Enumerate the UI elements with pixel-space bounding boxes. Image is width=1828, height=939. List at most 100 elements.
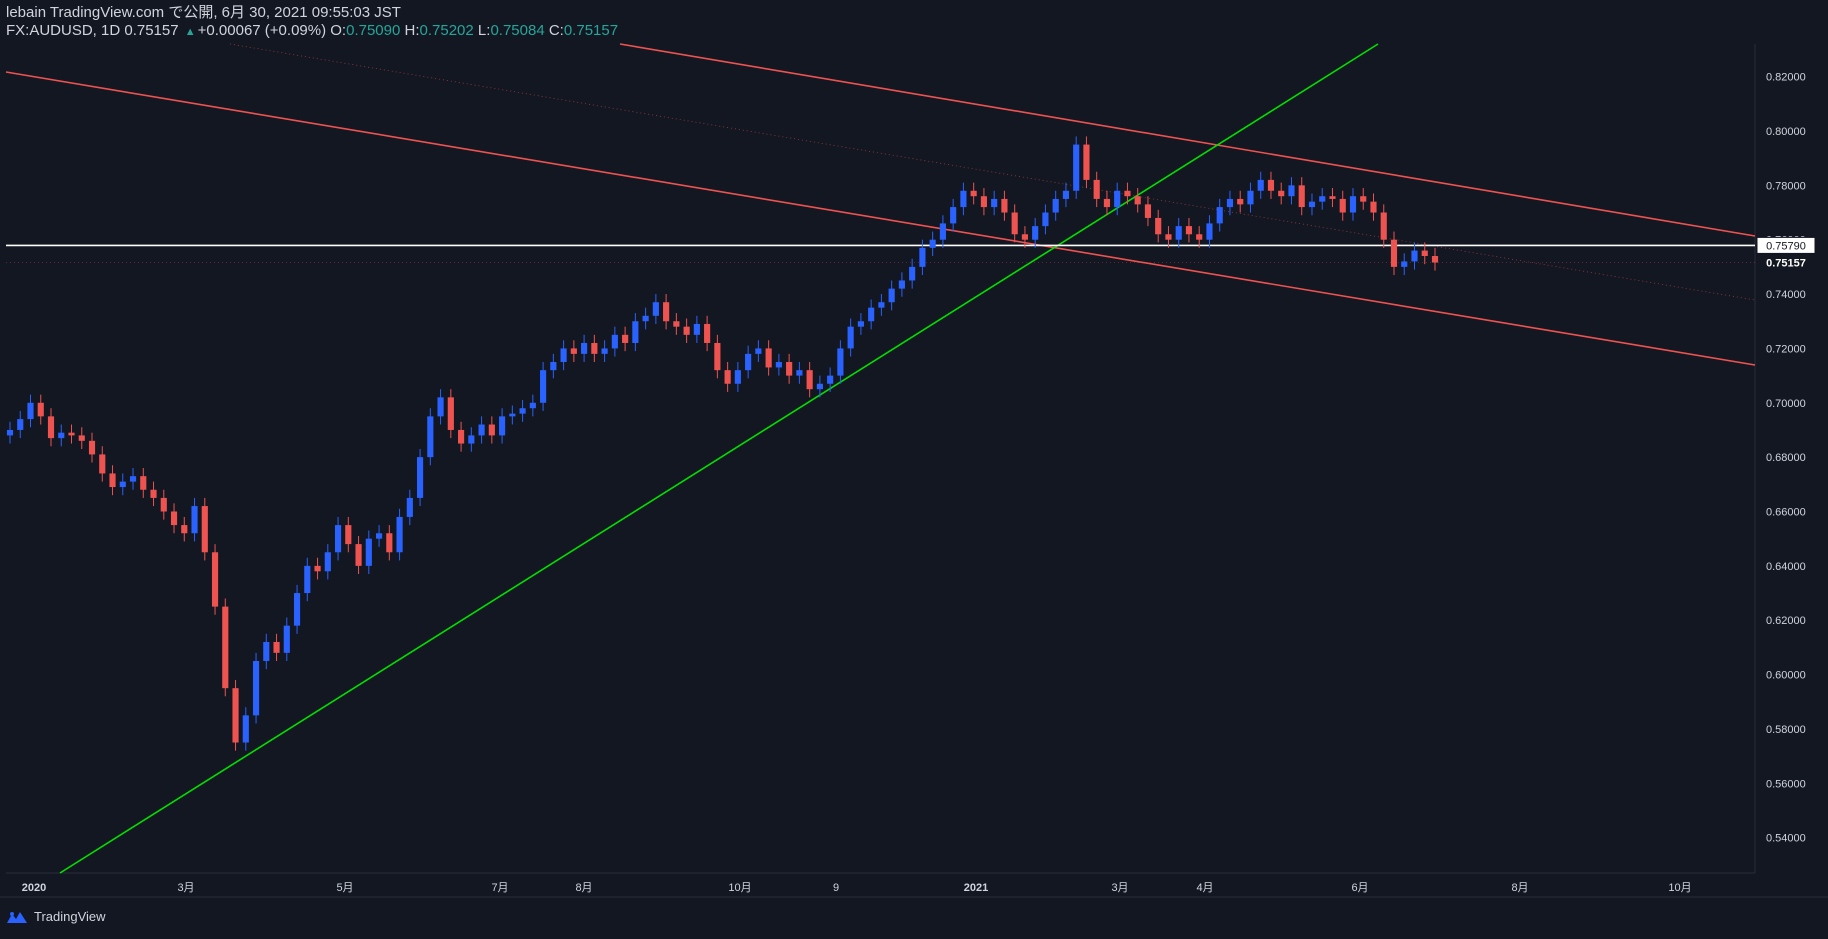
candle-body (1431, 256, 1439, 263)
candle-body (1175, 226, 1182, 240)
y-tick-label: 0.68000 (1766, 452, 1806, 464)
candle-body (1032, 226, 1039, 240)
candle-body (950, 207, 957, 224)
candle-body (939, 223, 946, 240)
candle-body (1267, 179, 1275, 191)
candle-body (1196, 234, 1203, 240)
candle-body (252, 660, 260, 716)
candle-body (1360, 196, 1367, 202)
candle-body (673, 321, 680, 327)
candle-body (868, 307, 875, 322)
candle-body (1257, 179, 1264, 191)
tradingview-logo[interactable]: TradingView (6, 909, 106, 924)
candle-body (1052, 198, 1059, 213)
candle-body (509, 413, 516, 417)
candle-body (878, 302, 885, 308)
candle-body (929, 239, 936, 248)
candle-body (642, 315, 649, 322)
candle-body (540, 370, 547, 403)
candle-body (1339, 198, 1346, 213)
candle-body (140, 476, 147, 490)
close-label: C: (548, 22, 564, 39)
last-price-value: 0.75157 (124, 22, 179, 39)
candle-body (683, 326, 690, 335)
candle-body (99, 454, 106, 474)
y-tick-label: 0.54000 (1766, 833, 1806, 845)
candle-body (1206, 223, 1213, 240)
candle-body (1421, 250, 1428, 257)
y-tick-label: 0.56000 (1766, 778, 1806, 790)
candle-body (632, 321, 639, 343)
candle-body (991, 198, 998, 208)
candle-body (488, 424, 495, 436)
candle-body (1021, 234, 1029, 240)
y-tick-label: 0.80000 (1766, 126, 1806, 138)
close-value: 0.75157 (563, 22, 619, 39)
candle-body (1062, 190, 1070, 199)
candle-body (1278, 190, 1285, 197)
candle-body (847, 326, 854, 349)
candle-body (458, 429, 465, 444)
channel-lower-line (5, 71, 1756, 366)
candle-body (1114, 190, 1121, 208)
candle-body (375, 533, 383, 539)
candle-body (591, 342, 598, 354)
candle-body (1329, 196, 1336, 199)
x-tick-label: 8月 (1511, 882, 1528, 894)
last-price-badge (1757, 254, 1815, 271)
low-label: L: (477, 22, 491, 39)
candle-body (304, 565, 311, 594)
candle-body (1155, 217, 1162, 235)
x-tick-label: 7月 (491, 882, 508, 894)
y-tick-label: 0.60000 (1766, 670, 1806, 682)
candle-body (919, 247, 926, 267)
candle-body (1411, 250, 1418, 262)
candle-body (150, 489, 157, 498)
last-price-label: 0.75157 (1766, 258, 1806, 270)
high-label: H: (404, 22, 420, 39)
candle-body (775, 362, 782, 368)
candle-body (211, 552, 219, 607)
y-tick-label: 0.66000 (1766, 507, 1806, 519)
candle-body (704, 323, 711, 343)
candle-body (1073, 144, 1080, 191)
change-value: +0.00067 (+0.09%) (197, 22, 327, 39)
symbol-label: FX:AUDUSD, 1D (6, 22, 121, 39)
x-tick-label: 3月 (1111, 882, 1128, 894)
candle-body (581, 342, 588, 354)
candle-body (960, 190, 967, 208)
candle-body (386, 533, 393, 553)
candle-body (1042, 212, 1049, 227)
candle-body (273, 641, 280, 653)
candle-body (806, 370, 813, 390)
candle-body (519, 408, 526, 414)
candle-body (1216, 207, 1223, 224)
y-tick-label: 0.70000 (1766, 398, 1806, 410)
y-tick-label: 0.62000 (1766, 615, 1806, 627)
candle-body (232, 688, 239, 743)
candle-body (447, 397, 454, 430)
candle-body (1083, 144, 1090, 180)
publish-info: lebain TradingView.com で公開, 6月 30, 2021 … (6, 4, 401, 21)
candle-body (898, 280, 905, 289)
candle-body (468, 435, 475, 444)
candle-body (416, 457, 424, 498)
candle-body (693, 323, 700, 335)
candle-body (857, 321, 864, 327)
up-arrow-icon: ▲ (184, 26, 196, 38)
candle-body (37, 402, 44, 417)
candles-layer (6, 136, 1439, 751)
x-tick-label: 4月 (1196, 882, 1213, 894)
x-tick-label: 3月 (177, 882, 194, 894)
tradingview-brand-label: TradingView (34, 909, 106, 924)
candle-body (478, 424, 485, 436)
candle-body (263, 641, 270, 661)
candle-body (980, 196, 987, 208)
candle-body (663, 302, 670, 322)
candle-body (283, 625, 290, 653)
hline-price-label: 0.75790 (1766, 240, 1806, 252)
candle-body (47, 416, 55, 439)
candle-body (1124, 190, 1131, 197)
candle-body (1001, 198, 1008, 213)
